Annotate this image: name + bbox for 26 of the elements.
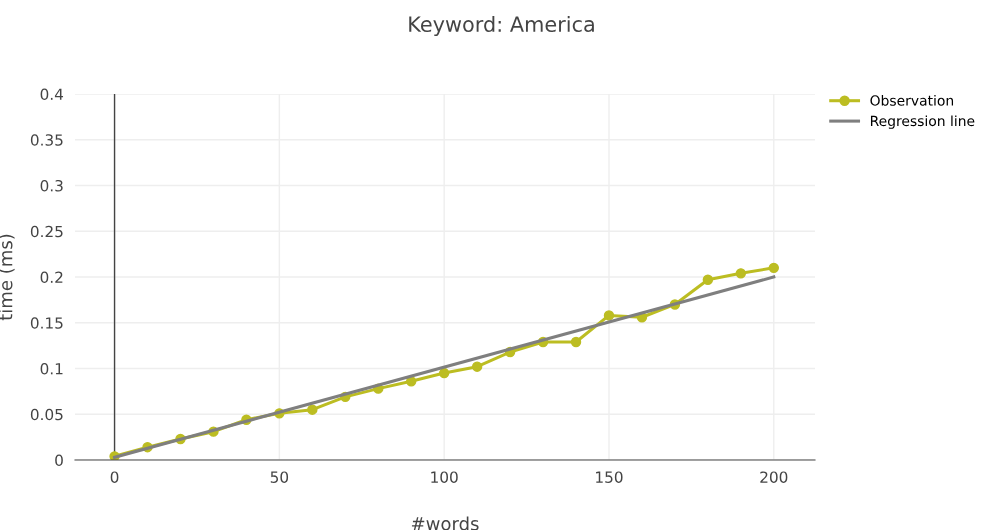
legend-label: Regression line bbox=[870, 115, 975, 129]
point bbox=[570, 336, 582, 348]
y-tick-label: 0.35 bbox=[30, 134, 63, 146]
point bbox=[702, 274, 714, 285]
chart-title: Keyword: America bbox=[409, 15, 594, 37]
y-tick-label: 0 bbox=[55, 454, 63, 467]
point bbox=[735, 268, 747, 279]
y-tick-label: 0.25 bbox=[30, 225, 63, 238]
point bbox=[471, 361, 483, 372]
x-tick-label: 0 bbox=[110, 471, 119, 483]
x-tick-label: 200 bbox=[760, 471, 788, 483]
x-axis-title: #words bbox=[411, 516, 479, 530]
y-tick-label: 0.1 bbox=[40, 362, 63, 375]
y-tick-label: 0.3 bbox=[40, 179, 63, 192]
legend-label: Observation bbox=[870, 95, 954, 106]
y-tick-label: 0.15 bbox=[30, 317, 63, 329]
y-tick-label: 0.4 bbox=[40, 88, 64, 101]
x-tick-label: 50 bbox=[270, 471, 289, 483]
point bbox=[768, 262, 780, 274]
x-tick-label: 150 bbox=[596, 471, 623, 483]
point bbox=[307, 404, 318, 415]
y-tick-label: 0.2 bbox=[40, 271, 63, 284]
point bbox=[438, 367, 450, 379]
point bbox=[603, 310, 615, 321]
y-tick-label: 0.05 bbox=[30, 408, 63, 421]
x-tick-label: 100 bbox=[431, 471, 458, 483]
